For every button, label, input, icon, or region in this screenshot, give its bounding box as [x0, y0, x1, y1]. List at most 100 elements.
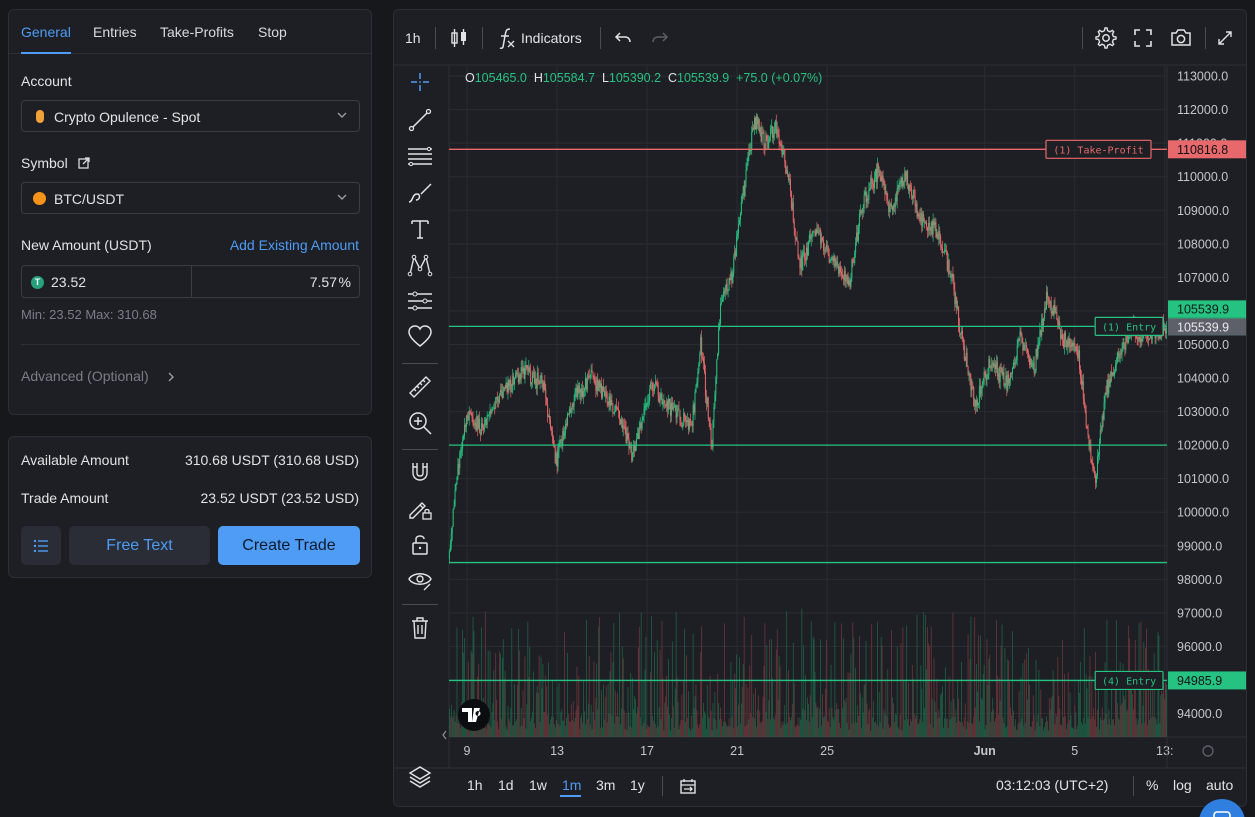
candle-body — [599, 380, 601, 388]
fullscreen-icon[interactable] — [1134, 29, 1152, 47]
range-1y[interactable]: 1y — [630, 777, 645, 793]
tab-stop[interactable]: Stop — [258, 24, 287, 40]
volume-bar — [980, 698, 982, 737]
heart-icon[interactable] — [407, 324, 433, 350]
volume-bar — [749, 665, 751, 737]
fib-retracement-icon[interactable] — [407, 143, 433, 169]
volume-bar — [780, 727, 782, 737]
pattern-icon[interactable] — [407, 252, 433, 278]
percent-scale-toggle[interactable]: % — [1146, 777, 1159, 793]
candle-body — [996, 362, 998, 377]
price-chart[interactable]: 113000.0112000.0111000.0110000.0109000.0… — [394, 10, 1247, 807]
account-select[interactable]: Crypto Opulence - Spot — [21, 100, 360, 132]
candle-body — [1092, 463, 1094, 469]
volume-bar — [536, 685, 538, 737]
log-scale-toggle[interactable]: log — [1173, 777, 1192, 793]
magnet-icon[interactable] — [407, 459, 433, 485]
indicators-button[interactable]: Indicators — [521, 30, 582, 46]
trend-line-icon[interactable] — [407, 107, 433, 133]
volume-bar — [562, 720, 564, 737]
trash-icon[interactable] — [407, 615, 433, 641]
symbol-select[interactable]: BTC/USDT — [21, 182, 360, 214]
candle-body — [839, 266, 841, 274]
volume-bar — [1097, 709, 1098, 737]
tab-take-profits[interactable]: Take-Profits — [160, 24, 234, 40]
price-line-tag[interactable] — [1094, 670, 1164, 691]
text-tool-icon[interactable] — [407, 216, 433, 242]
amount-input[interactable]: 23.52 — [51, 274, 87, 290]
candle-body — [836, 261, 838, 263]
zoom-in-icon[interactable] — [407, 410, 433, 436]
layers-icon[interactable] — [407, 764, 433, 790]
range-1m[interactable]: 1m — [562, 777, 582, 793]
volume-bar — [741, 686, 743, 737]
percent-input[interactable]: 7.57 — [309, 274, 337, 290]
range-1h[interactable]: 1h — [467, 777, 483, 793]
auto-scale-toggle[interactable]: auto — [1206, 777, 1234, 793]
scale-settings-icon[interactable] — [1202, 745, 1214, 757]
candle-body — [1055, 312, 1057, 314]
candle-body — [1003, 371, 1005, 386]
tab-entries[interactable]: Entries — [93, 24, 137, 40]
volume-bar — [828, 707, 830, 737]
list-button[interactable] — [21, 526, 61, 565]
range-1d[interactable]: 1d — [498, 777, 514, 793]
candle-body — [906, 170, 908, 180]
candle-body — [987, 374, 989, 379]
range-3m[interactable]: 3m — [596, 777, 616, 793]
help-chat-button[interactable] — [1199, 799, 1245, 817]
expand-icon[interactable] — [1218, 31, 1232, 45]
candle-body — [756, 116, 758, 125]
candle-style-icon[interactable] — [450, 28, 468, 48]
lock-drawing-icon[interactable] — [407, 495, 433, 521]
price-line-tag[interactable] — [1094, 316, 1164, 336]
tab-general[interactable]: General — [21, 24, 71, 40]
candle-body — [1099, 429, 1101, 444]
ruler-icon[interactable] — [407, 374, 433, 400]
chevron-right-icon[interactable] — [165, 370, 177, 384]
clock-time[interactable]: 03:12:03 (UTC+2) — [996, 777, 1109, 793]
free-text-button[interactable]: Free Text — [69, 526, 210, 565]
volume-bar — [459, 723, 461, 737]
function-icon[interactable] — [498, 27, 516, 49]
volume-bar — [1074, 704, 1076, 737]
candle-body — [633, 445, 635, 454]
candle-body — [973, 387, 975, 407]
scroll-left-icon[interactable] — [442, 730, 447, 740]
settings-gear-icon[interactable] — [1095, 27, 1117, 49]
volume-bar — [858, 716, 859, 737]
volume-bar — [989, 654, 991, 737]
external-link-icon[interactable] — [78, 157, 90, 169]
candle-body — [469, 411, 471, 413]
volume-bar — [832, 716, 834, 737]
add-existing-amount-link[interactable]: Add Existing Amount — [229, 237, 359, 253]
candle-body — [690, 423, 692, 426]
crosshair-icon[interactable] — [407, 69, 433, 95]
x-tick-label: 13: — [1156, 744, 1173, 758]
undo-icon[interactable] — [614, 30, 632, 46]
candle-body — [1062, 340, 1064, 348]
candle-body — [656, 382, 658, 386]
volume-bar — [935, 712, 937, 737]
eye-icon[interactable] — [407, 567, 433, 593]
advanced-toggle[interactable]: Advanced (Optional) — [21, 368, 149, 384]
candle-body — [1026, 345, 1028, 349]
trade-settings-panel: General Entries Take-Profits Stop Accoun… — [8, 9, 372, 415]
unlock-icon[interactable] — [407, 531, 433, 557]
range-1w[interactable]: 1w — [529, 777, 547, 793]
price-axis-tag — [1168, 140, 1246, 159]
volume-bar — [535, 692, 537, 737]
price-line-tag[interactable] — [1045, 139, 1152, 159]
volume-bar — [630, 673, 632, 737]
interval-selector[interactable]: 1h — [405, 30, 421, 46]
candle-body — [675, 405, 677, 418]
candle-body — [578, 385, 580, 393]
brush-icon[interactable] — [407, 180, 433, 206]
volume-bar — [939, 717, 941, 737]
prediction-icon[interactable] — [407, 288, 433, 314]
camera-icon[interactable] — [1170, 28, 1192, 47]
create-trade-button[interactable]: Create Trade — [218, 526, 360, 565]
date-range-icon[interactable] — [679, 778, 697, 795]
volume-bar — [884, 714, 886, 737]
volume-bar — [607, 683, 609, 737]
